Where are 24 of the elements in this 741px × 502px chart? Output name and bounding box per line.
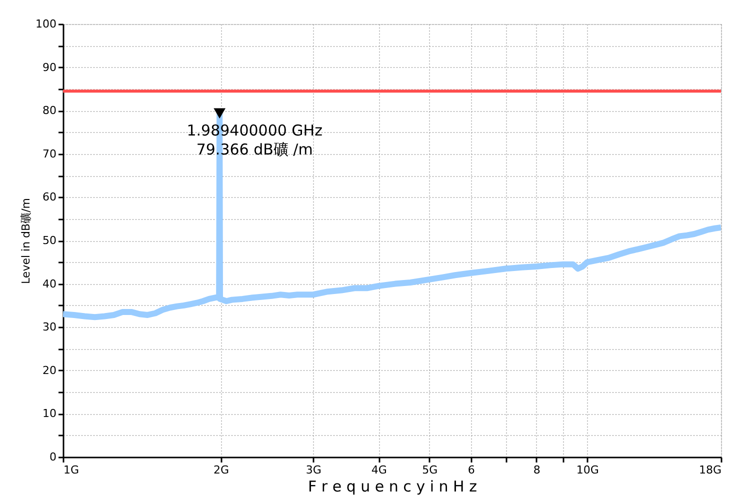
y-tick-label: 0 xyxy=(50,450,56,464)
y-tick-label: 100 xyxy=(36,18,56,30)
annotation: 1.989400000 GHz xyxy=(186,121,323,140)
annotation: 79.366 dB礦 /m xyxy=(196,140,313,158)
x-axis-title: F r e q u e n c y i n H z xyxy=(308,478,478,496)
x-tick-label: 10G xyxy=(576,464,599,476)
y-tick-label: 50 xyxy=(42,234,56,247)
x-tick-label: 6 xyxy=(468,464,475,476)
y-tick-label: 70 xyxy=(42,147,56,160)
y-tick-label: 10 xyxy=(42,407,56,420)
y-tick-label: 80 xyxy=(42,104,56,118)
y-axis-title: Level in dB礦/m xyxy=(20,198,33,284)
y-tick-label: 20 xyxy=(42,364,56,377)
x-tick-label: 3G xyxy=(306,464,322,476)
y-tick-label: 40 xyxy=(42,277,56,290)
y-tick-label: 30 xyxy=(42,320,56,334)
x-tick-label: 5G xyxy=(422,464,438,476)
x-tick-label: 2G xyxy=(214,464,230,476)
x-tick-label: 8 xyxy=(533,464,540,476)
x-tick-label: 1G xyxy=(64,464,80,476)
x-tick-label: 4G xyxy=(371,464,387,476)
y-tick-label: 60 xyxy=(42,190,56,204)
y-tick-label: 90 xyxy=(42,60,56,74)
x-tick-label: 18G xyxy=(698,464,722,476)
